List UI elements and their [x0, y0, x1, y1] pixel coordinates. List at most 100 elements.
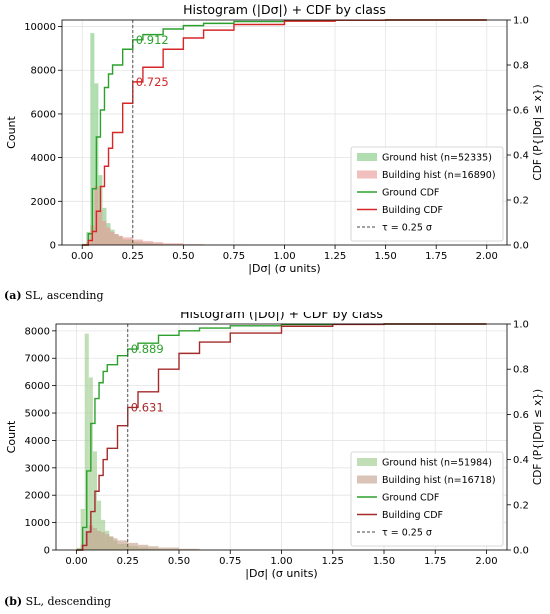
- caption-b: (b) SL, descending: [4, 595, 111, 608]
- chart0-ytick-label-0: 0: [50, 241, 56, 252]
- figure-panel-a: Histogram (|Dσ|) + CDF by class 0.912 0.72…: [4, 2, 544, 302]
- chart0-hist1-bar-14: [163, 243, 184, 245]
- chart1-hist1-bar-12: [138, 544, 149, 550]
- chart1-xlabel: |Dσ| (σ units): [245, 567, 317, 580]
- chart0-ytick-right-label-5: 1.0: [513, 16, 529, 27]
- chart1-legend-swatch-1: [357, 475, 377, 484]
- chart1-hist0-bar-2: [84, 333, 89, 550]
- chart1-hist1-bar-5: [97, 530, 102, 550]
- chart1-hist1-bar-11: [127, 542, 138, 550]
- chart1-ytick-right-label-3: 0.6: [513, 410, 529, 421]
- chart0-ytick-right-label-3: 0.6: [513, 106, 529, 117]
- chart1-xtick-label-5: 1.25: [322, 556, 344, 567]
- chart0-ytick-label-4: 8000: [31, 66, 56, 77]
- chart1-ytick-label-0: 0: [44, 546, 50, 557]
- chart1-xtick-label-3: 0.75: [219, 556, 241, 567]
- chart0-ytick-label-2: 4000: [31, 153, 56, 164]
- chart0-legend-swatch-1: [357, 170, 377, 179]
- chart0-legend-swatch-0: [357, 153, 377, 161]
- caption-b-text: SL, descending: [22, 595, 112, 608]
- chart1-ytick-right-label-5: 1.0: [513, 320, 529, 331]
- chart0-ytick-right-label-0: 0.0: [513, 241, 529, 252]
- chart0-xtick-label-0: 0.00: [71, 251, 93, 262]
- chart1-ylabel-right: CDF (P{|Dσ| ≤ x}): [532, 389, 544, 485]
- chart1-legend-label-3: Building CDF: [382, 510, 443, 521]
- chart1-hist1-bar-3: [88, 525, 93, 550]
- caption-a: (a) SL, ascending: [4, 289, 104, 302]
- chart1-hist1-bar-8: [109, 536, 114, 550]
- chart1-hist1-bar-4: [92, 528, 97, 550]
- caption-b-label: (b): [4, 595, 23, 608]
- chart0-xtick-label-8: 2.00: [476, 251, 498, 262]
- chart0-legend-box: [350, 146, 504, 242]
- chart0-xtick-label-7: 1.75: [425, 251, 447, 262]
- chart1-legend-box: [350, 451, 504, 547]
- chart1-ytick-label-8: 8000: [25, 326, 50, 337]
- chart1-ytick-right-label-0: 0.0: [513, 546, 529, 557]
- chart0-xtick-label-3: 0.75: [223, 251, 245, 262]
- chart1-hist1-bar-15: [179, 548, 200, 550]
- chart1-ytick-label-7: 7000: [25, 354, 50, 365]
- chart1-ytick-label-6: 6000: [25, 381, 50, 392]
- chart1-xtick-label-6: 1.50: [373, 556, 395, 567]
- chart0-hist1-bar-13: [153, 242, 164, 245]
- chart0-ytick-label-5: 10000: [24, 22, 56, 33]
- chart0-hist1-bar-5: [102, 220, 107, 245]
- chart1-xtick-label-4: 1.00: [270, 556, 292, 567]
- chart1-xtick-label-1: 0.25: [117, 556, 139, 567]
- chart0-legend-label-2: Ground CDF: [382, 188, 439, 199]
- chart0-xtick-label-1: 0.25: [122, 251, 144, 262]
- chart1-ytick-right-label-4: 0.8: [513, 365, 529, 376]
- chart1-hist1-bar-9: [113, 538, 118, 550]
- chart1-title: Histogram (|Dσ|) + CDF by class: [180, 312, 383, 321]
- chart1-xtick-label-7: 1.75: [424, 556, 446, 567]
- chart1-legend-swatch-0: [357, 458, 377, 466]
- chart0-legend-label-0: Ground hist (n=52335): [382, 153, 492, 164]
- chart1-ytick-label-4: 4000: [25, 436, 50, 447]
- chart0-hist1-bar-4: [98, 210, 103, 245]
- chart-ascending: Histogram (|Dσ|) + CDF by class 0.912 0.72…: [5, 2, 544, 275]
- chart1-hist1-bar-10: [117, 540, 128, 550]
- chart1-hist1-bar-13: [148, 546, 159, 550]
- chart0-ytick-label-1: 2000: [31, 197, 56, 208]
- chart0-xtick-label-5: 1.25: [324, 251, 346, 262]
- chart0-annotation-1: 0.725: [136, 75, 169, 89]
- chart0-hist1-bar-6: [106, 227, 111, 245]
- caption-a-text: SL, ascending: [21, 289, 104, 302]
- chart0-ylabel-right: CDF (P{|Dσ| ≤ x}): [532, 84, 544, 180]
- chart0-ytick-label-3: 6000: [31, 109, 56, 120]
- chart0-hist1-bar-11: [132, 239, 143, 245]
- chart1-hist1-bar-6: [101, 532, 106, 550]
- chart0-annotation-0: 0.912: [136, 33, 169, 47]
- chart1-xtick-label-0: 0.00: [65, 556, 87, 567]
- chart1-ytick-label-2: 2000: [25, 491, 50, 502]
- chart0-ytick-right-label-1: 0.2: [513, 196, 529, 207]
- chart1-legend-label-1: Building hist (n=16718): [382, 475, 496, 486]
- chart-descending: Histogram (|Dσ|) + CDF by class0.8890.63…: [5, 306, 544, 580]
- chart1-xtick-label-8: 2.00: [475, 556, 497, 567]
- chart0-xtick-label-4: 1.00: [273, 251, 295, 262]
- chart0-xlabel: |Dσ| (σ units): [248, 262, 320, 275]
- chart0-xtick-label-6: 1.50: [375, 251, 397, 262]
- chart1-legend-label-2: Ground CDF: [382, 493, 439, 504]
- chart1-annotation-1: 0.631: [131, 400, 164, 414]
- chart0-hist0-bar-2: [90, 33, 95, 245]
- chart1-legend-label-0: Ground hist (n=51984): [382, 458, 492, 469]
- chart1-legend-label-4: τ = 0.25 σ: [382, 528, 432, 539]
- figure-panel-b: Histogram (|Dσ|) + CDF by class 0.889 0.63…: [0, 306, 550, 614]
- chart1-hist0-bar-5: [97, 500, 102, 550]
- chart0-legend-label-3: Building CDF: [382, 205, 443, 216]
- chart1-ytick-right-label-2: 0.4: [513, 455, 529, 466]
- chart1-hist1-bar-14: [158, 547, 179, 550]
- chart0-hist1-bar-7: [110, 231, 115, 245]
- chart1-hist0-bar-0: [76, 547, 81, 550]
- chart0-hist1-bar-9: [118, 235, 123, 245]
- chart1-ytick-label-3: 3000: [25, 463, 50, 474]
- chart0-hist1-bar-8: [114, 234, 119, 245]
- chart0-ylabel: Count: [5, 115, 18, 148]
- chart0-legend-label-4: τ = 0.25 σ: [382, 223, 432, 234]
- chart1-xtick-label-2: 0.50: [168, 556, 190, 567]
- chart0-hist1-bar-15: [183, 244, 204, 245]
- chart0-legend-label-1: Building hist (n=16890): [382, 170, 496, 181]
- chart0-title: Histogram (|Dσ|) + CDF by class: [183, 2, 386, 17]
